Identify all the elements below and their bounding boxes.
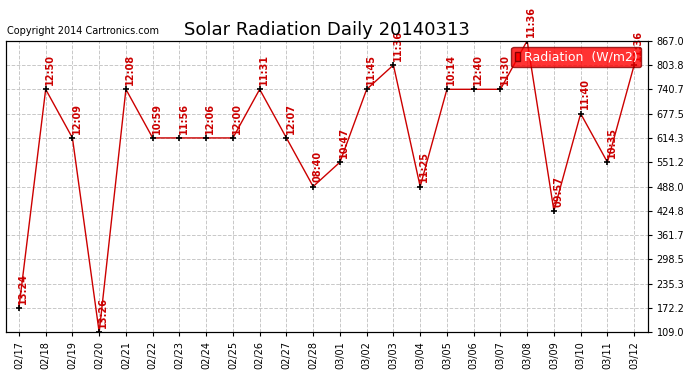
- Text: 08:40: 08:40: [313, 151, 322, 182]
- Text: 11:36: 11:36: [633, 30, 643, 61]
- Legend: Radiation  (W/m2): Radiation (W/m2): [511, 47, 641, 68]
- Text: 11:40: 11:40: [580, 78, 590, 110]
- Text: 12:06: 12:06: [206, 103, 215, 134]
- Text: 12:09: 12:09: [72, 103, 81, 134]
- Text: 12:08: 12:08: [125, 54, 135, 85]
- Text: 10:35: 10:35: [607, 127, 617, 158]
- Title: Solar Radiation Daily 20140313: Solar Radiation Daily 20140313: [184, 21, 469, 39]
- Text: 11:31: 11:31: [259, 54, 269, 85]
- Text: 10:47: 10:47: [339, 127, 349, 158]
- Text: 11:36: 11:36: [526, 6, 536, 36]
- Text: 11:56: 11:56: [179, 103, 188, 134]
- Text: 12:00: 12:00: [232, 103, 242, 134]
- Text: 13:26: 13:26: [99, 297, 108, 328]
- Text: 12:50: 12:50: [45, 54, 55, 85]
- Text: 10:14: 10:14: [446, 54, 456, 85]
- Text: 12:40: 12:40: [473, 54, 483, 85]
- Text: 12:07: 12:07: [286, 103, 295, 134]
- Text: 13:24: 13:24: [18, 273, 28, 304]
- Text: 11:36: 11:36: [393, 30, 402, 61]
- Text: 09:57: 09:57: [553, 176, 563, 207]
- Text: 10:59: 10:59: [152, 103, 162, 134]
- Text: 11:45: 11:45: [366, 54, 376, 85]
- Text: Copyright 2014 Cartronics.com: Copyright 2014 Cartronics.com: [7, 26, 159, 36]
- Text: 11:30: 11:30: [500, 54, 510, 85]
- Text: 11:25: 11:25: [420, 152, 429, 182]
